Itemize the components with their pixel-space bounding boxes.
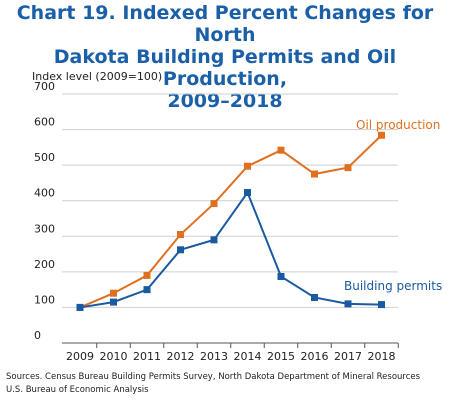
chart-title: Chart 19. Indexed Percent Changes for No… [0, 2, 450, 112]
x-axis: 2009 2010 2011 2012 2013 2014 2015 2016 2017 2018 [62, 342, 399, 363]
data-point [177, 231, 184, 239]
data-point [311, 170, 318, 178]
y-tick-label: 400 [34, 187, 55, 200]
x-tick-label: 2010 [100, 350, 128, 363]
data-point [277, 272, 285, 280]
x-tick-label: 2018 [368, 350, 396, 363]
data-point [244, 162, 251, 170]
y-tick-label: 700 [34, 80, 55, 93]
series-markers [76, 131, 385, 311]
data-point [110, 298, 117, 306]
data-point [244, 189, 251, 197]
x-tick-label: 2016 [301, 350, 329, 363]
data-point [378, 131, 385, 139]
y-axis-label: Index level (2009=100) [32, 70, 162, 83]
source-line: Sources. Census Bureau Building Permits … [6, 372, 421, 382]
y-tick-label: 100 [34, 293, 55, 306]
x-tick-label: 2012 [167, 350, 195, 363]
data-point [110, 289, 117, 297]
chart-title-line: Dakota Building Permits and Oil Producti… [53, 46, 397, 90]
data-point [177, 246, 184, 254]
data-point [311, 293, 318, 301]
y-axis-ticks: 0 100 200 300 400 500 600 700 [34, 80, 55, 342]
data-point [210, 200, 218, 208]
source-note: Sources. Census Bureau Building Permits … [6, 371, 446, 397]
data-point [210, 236, 218, 244]
chart-title-line: Chart 19. Indexed Percent Changes for No… [16, 2, 434, 46]
series-line [79, 190, 382, 309]
data-point [76, 303, 84, 311]
y-tick-label: 300 [34, 222, 55, 235]
data-point [277, 146, 285, 154]
y-tick-label: 500 [34, 151, 55, 164]
x-tick-label: 2009 [66, 350, 94, 363]
data-point [378, 301, 385, 309]
y-tick-label: 200 [34, 258, 55, 271]
x-tick-label: 2013 [200, 350, 228, 363]
series-line [79, 134, 383, 309]
data-point [143, 286, 151, 294]
x-tick-label: 2015 [267, 350, 295, 363]
source-line: U.S. Bureau of Economic Analysis [6, 385, 149, 395]
x-tick-label: 2011 [133, 350, 161, 363]
data-point [344, 300, 352, 308]
x-tick-label: 2014 [234, 350, 262, 363]
y-tick-label: 600 [34, 116, 55, 129]
x-tick-label: 2017 [334, 350, 362, 363]
y-tick-label: 0 [34, 329, 41, 342]
data-point [344, 164, 352, 172]
series-label-oil-production: Oil production [356, 118, 440, 132]
chart-title-line: 2009–2018 [167, 90, 283, 112]
series-lines [79, 134, 383, 309]
series-label-building-permits: Building permits [344, 279, 442, 293]
data-point [143, 271, 151, 279]
gridlines [62, 93, 398, 308]
